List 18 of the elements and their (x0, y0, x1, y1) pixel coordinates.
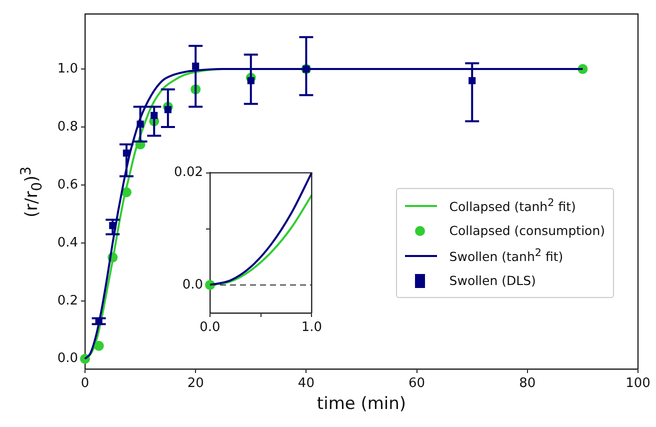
x-tick-label: 0 (80, 376, 90, 392)
x-tick-label: 40 (298, 376, 314, 392)
x-axis-title: time (min) (316, 394, 406, 414)
legend-label: Collapsed (tanh$^{2}$ fit) (449, 196, 576, 214)
y-tick-label: 0.02 (174, 165, 203, 180)
y-tick-label: 1.0 (57, 61, 78, 76)
x-tick-label: 60 (408, 376, 426, 392)
x-tick-label: 80 (519, 376, 536, 392)
y-tick-label: 0.4 (57, 235, 78, 250)
legend-label: Swollen (tanh$^{2}$ fit) (449, 246, 564, 264)
y-tick-label: 0.0 (57, 351, 78, 366)
x-tick-label: 20 (187, 376, 204, 392)
y-tick-label: 0.6 (57, 177, 78, 192)
x-tick-label: 100 (626, 376, 650, 392)
y-tick-label: 0.2 (57, 293, 78, 308)
y-tick-label: 0.8 (57, 119, 78, 134)
legend-label: Swollen (DLS) (449, 273, 536, 288)
legend-label: Collapsed (consumption) (449, 223, 605, 238)
